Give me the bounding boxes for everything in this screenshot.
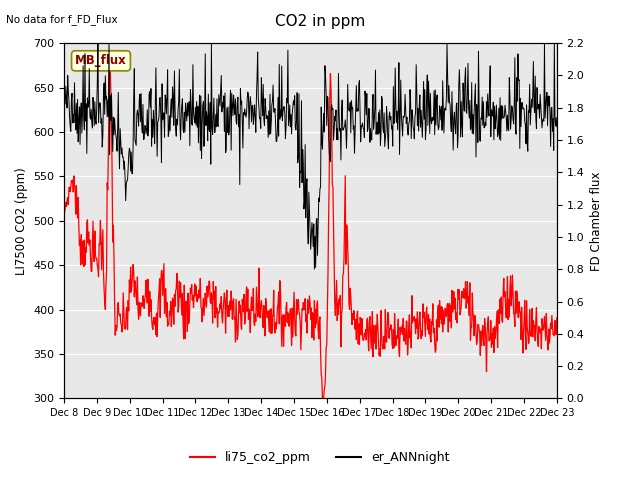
Y-axis label: FD Chamber flux: FD Chamber flux xyxy=(590,171,603,271)
Y-axis label: LI7500 CO2 (ppm): LI7500 CO2 (ppm) xyxy=(15,167,28,275)
Text: MB_flux: MB_flux xyxy=(75,54,127,67)
Legend: li75_co2_ppm, er_ANNnight: li75_co2_ppm, er_ANNnight xyxy=(186,446,454,469)
Text: CO2 in ppm: CO2 in ppm xyxy=(275,14,365,29)
Text: No data for f_FD_Flux: No data for f_FD_Flux xyxy=(6,14,118,25)
